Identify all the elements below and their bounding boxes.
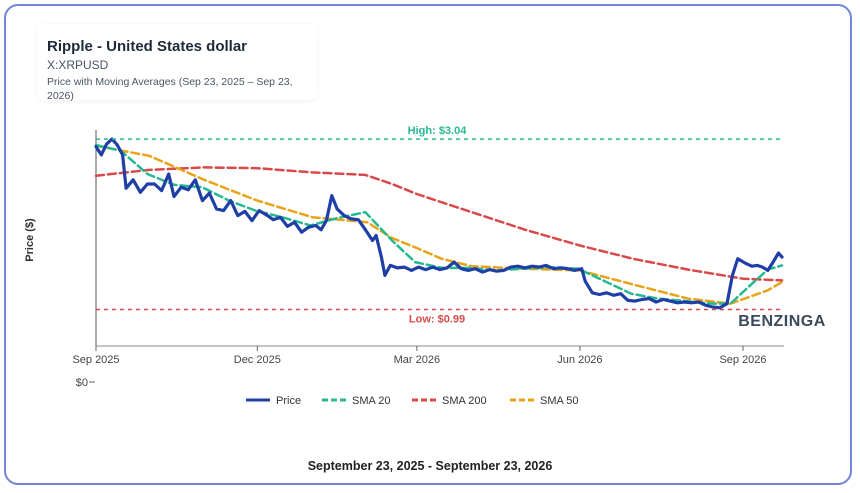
x-tick-label: Sep 2025 bbox=[72, 354, 119, 366]
high-label: High: $3.04 bbox=[408, 125, 468, 137]
legend-label: Price bbox=[276, 395, 301, 407]
chart-title: Ripple - United States dollar bbox=[47, 38, 248, 55]
x-tick-label: Mar 2026 bbox=[394, 354, 440, 366]
date-range: September 23, 2025 - September 23, 2026 bbox=[307, 459, 553, 473]
low-label: Low: $0.99 bbox=[409, 313, 465, 325]
series-line-price bbox=[94, 137, 784, 310]
x-tick-label: Sep 2026 bbox=[719, 354, 766, 366]
series-line-sma-200 bbox=[94, 166, 784, 282]
series-line-sma-50 bbox=[94, 144, 784, 305]
benzinga-watermark: BENZINGA bbox=[738, 313, 826, 330]
legend-label: SMA 20 bbox=[352, 395, 391, 407]
chart-subtitle: Price with Moving Averages (Sep 23, 2025… bbox=[47, 76, 293, 102]
x-tick-label: Dec 2025 bbox=[234, 354, 281, 366]
x-tick-label: Jun 2026 bbox=[557, 354, 602, 366]
legend-label: SMA 50 bbox=[540, 395, 579, 407]
y-tick-label: $0 bbox=[76, 377, 88, 389]
legend-label: SMA 200 bbox=[442, 395, 487, 407]
chart-ticker: X:XRPUSD bbox=[47, 58, 109, 72]
title-card bbox=[37, 24, 317, 100]
